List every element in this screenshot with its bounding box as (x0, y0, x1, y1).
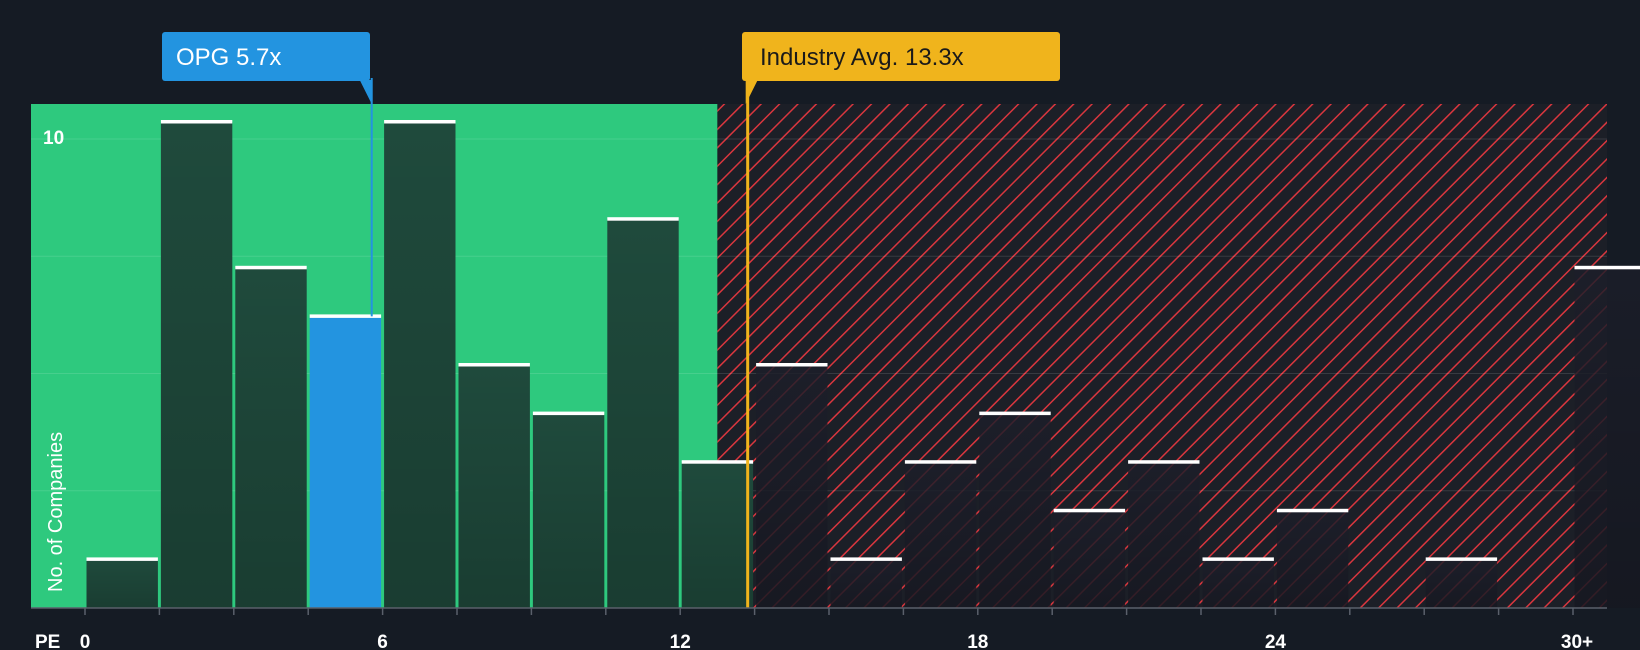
y-axis-label: No. of Companies (45, 432, 67, 592)
x-tick-label: 24 (1265, 632, 1287, 650)
industry-callout-label: Industry Avg. 13.3x (760, 44, 964, 71)
bar-shade (1574, 267, 1640, 608)
bar-shade (1128, 462, 1200, 608)
bar-shade (830, 559, 902, 608)
bar-shade (1276, 510, 1349, 608)
x-tick-label: 6 (377, 632, 388, 650)
bar-cap (979, 411, 1051, 416)
bar-cap (86, 557, 158, 561)
industry-callout-box (742, 32, 1060, 81)
bar-shade (160, 122, 233, 608)
bar-cap (1128, 460, 1200, 464)
bar-cap (681, 460, 754, 464)
bar-cap (235, 265, 307, 270)
bar-cap (458, 363, 530, 367)
industry-callout-pointer (745, 80, 758, 104)
bar-cap (904, 460, 977, 464)
company-callout-box (162, 32, 370, 81)
bar-shade (904, 462, 977, 608)
bar-shade (532, 413, 605, 608)
histogram-bar (309, 316, 382, 608)
company-callout-pointer (359, 80, 372, 104)
bar-cap (607, 217, 679, 221)
bar-shade (756, 365, 828, 608)
company-callout-label: OPG 5.7x (176, 44, 281, 71)
bar-shade (86, 559, 158, 608)
bar-shade (681, 462, 754, 608)
bar-cap (1053, 508, 1126, 513)
bar-cap (1202, 557, 1274, 561)
x-tick-label: 18 (967, 632, 988, 650)
bar-shade (235, 267, 307, 608)
bar-cap (1574, 265, 1640, 270)
bar-cap (830, 557, 902, 561)
bar-shade (458, 365, 530, 608)
bar-cap (756, 363, 828, 367)
bar-cap (160, 120, 233, 124)
bar-cap (1425, 557, 1498, 561)
bar-cap (309, 314, 382, 318)
y-tick-label: 10 (43, 128, 64, 149)
bar-shade (1053, 510, 1126, 608)
bar-shade (384, 122, 456, 608)
x-axis-label: PE (35, 632, 60, 650)
bar-shade (1425, 559, 1498, 608)
x-tick-label: 30+ (1561, 632, 1593, 650)
bar-cap (1276, 508, 1349, 513)
bar-shade (1202, 559, 1274, 608)
bar-cap (384, 120, 456, 124)
x-tick-label: 12 (670, 632, 691, 650)
bar-cap (532, 411, 605, 416)
bar-shade (607, 219, 679, 608)
bar-shade (979, 413, 1051, 608)
x-tick-label: 0 (80, 632, 91, 650)
